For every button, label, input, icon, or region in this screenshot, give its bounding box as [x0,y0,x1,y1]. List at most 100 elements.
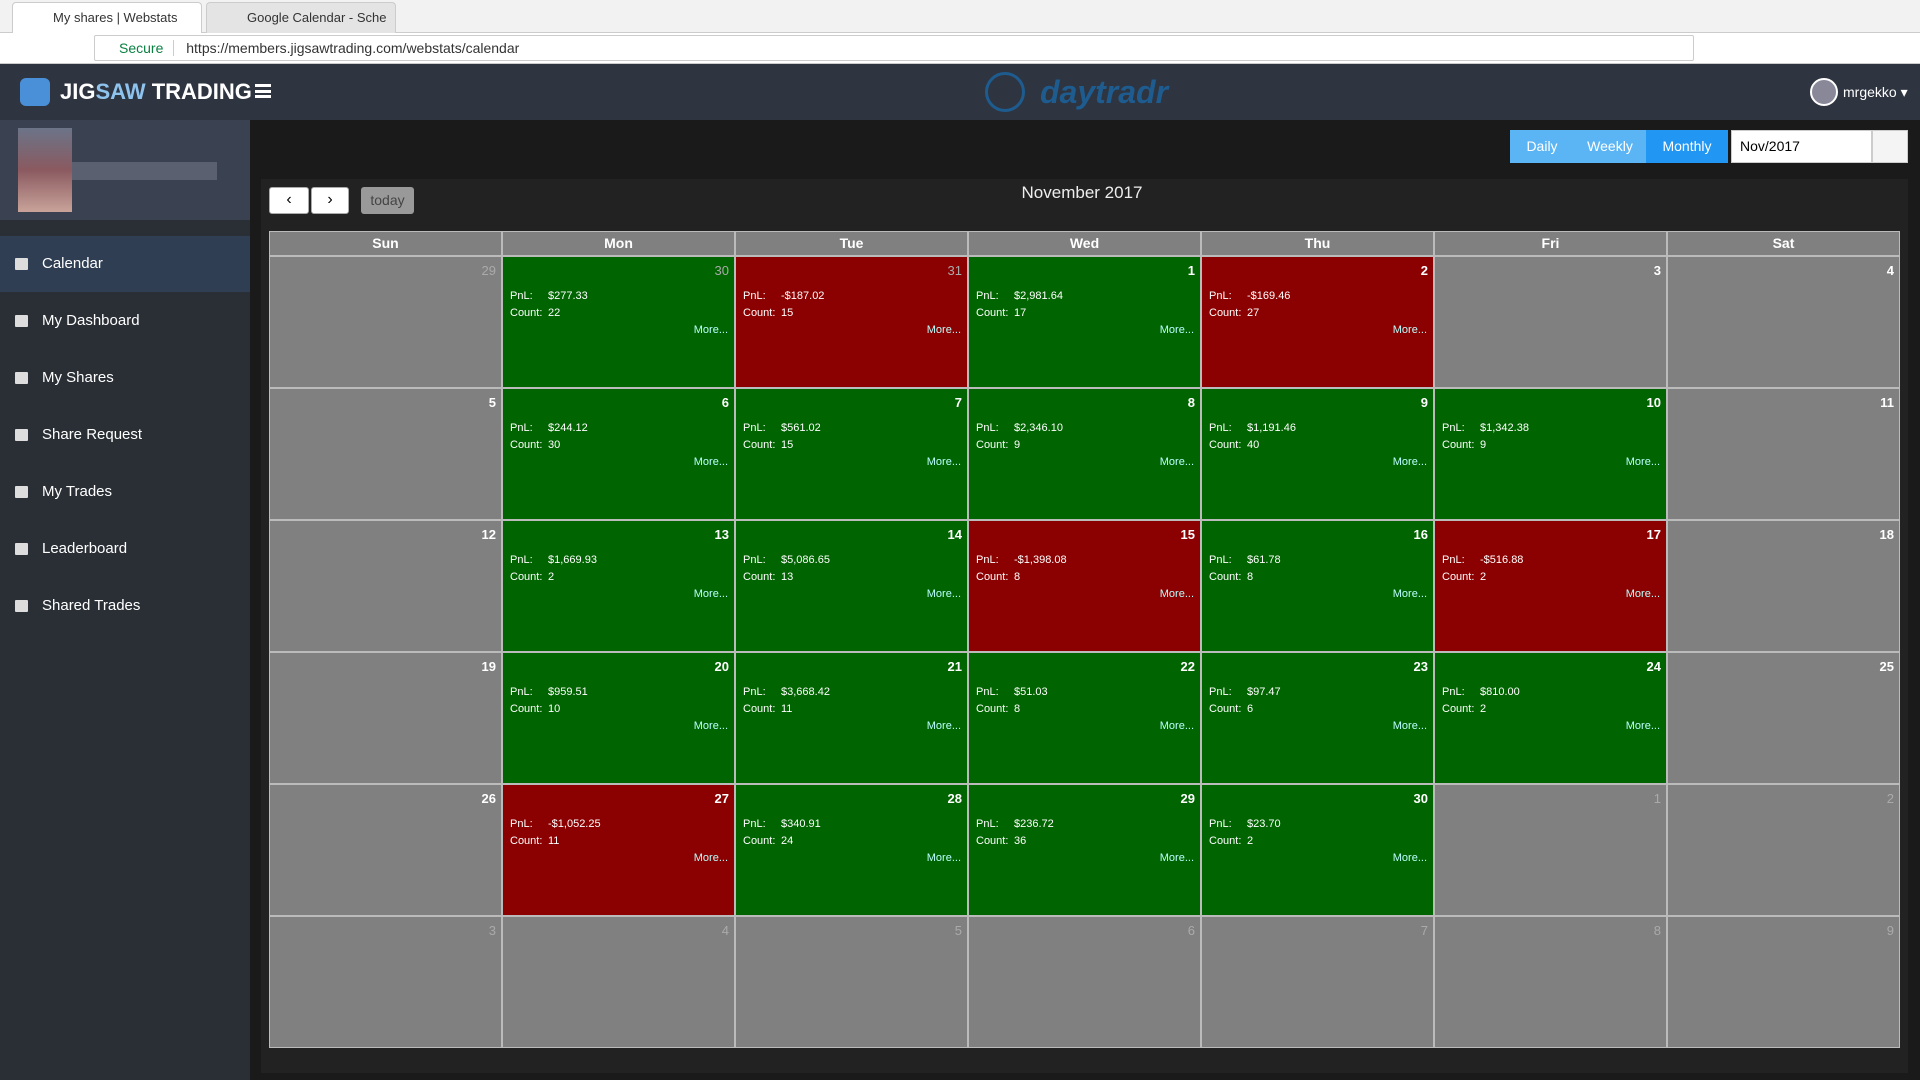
day-number: 5 [488,395,496,410]
more-link[interactable]: More... [1159,588,1194,600]
tab-title: Google Calendar - Sche [247,10,387,25]
more-link[interactable]: More... [693,456,728,468]
view-button[interactable]: Monthly [1646,130,1728,163]
nav-item[interactable]: Leaderboard [0,521,250,577]
more-link[interactable]: More... [693,324,728,336]
day-cell[interactable]: 29 PnL: $236.72 Count: 36 More... [968,784,1201,916]
day-cell[interactable]: 17 PnL: -$516.88 Count: 2 More... [1434,520,1667,652]
day-cell[interactable]: 28 PnL: $340.91 Count: 24 More... [735,784,968,916]
nav-label: Calendar [42,255,103,272]
avatar [1810,78,1838,106]
prev-button[interactable]: ‹ [269,187,309,214]
secure-label: Secure [95,40,175,56]
profile-image [18,128,72,212]
more-link[interactable]: More... [1625,588,1660,600]
day-cell[interactable]: 21 PnL: $3,668.42 Count: 11 More... [735,652,968,784]
menu-toggle[interactable] [255,84,271,98]
more-link[interactable]: More... [693,720,728,732]
browser-tab[interactable]: My shares | Webstats [12,2,202,33]
more-link[interactable]: More... [1159,720,1194,732]
pnl-value: $1,669.93 [548,554,597,566]
day-number: 20 [714,659,729,674]
more-link[interactable]: More... [926,720,961,732]
nav-label: Leaderboard [42,540,128,557]
day-cell[interactable]: 13 PnL: $1,669.93 Count: 2 More... [502,520,735,652]
more-link[interactable]: More... [1392,588,1427,600]
day-number: 2 [1886,791,1894,806]
more-link[interactable]: More... [1392,852,1427,864]
day-cell[interactable]: 31 PnL: -$187.02 Count: 15 More... [735,256,968,388]
weekday-header: Sun [269,231,502,256]
day-cell: 18 [1667,520,1900,652]
nav-item[interactable]: My Trades [0,464,250,520]
day-cell[interactable]: 20 PnL: $959.51 Count: 10 More... [502,652,735,784]
more-link[interactable]: More... [926,456,961,468]
day-cell[interactable]: 6 PnL: $244.12 Count: 30 More... [502,388,735,520]
pnl-value: $236.72 [1014,818,1054,830]
nav-item[interactable]: Shared Trades [0,578,250,634]
day-cell[interactable]: 30 PnL: $23.70 Count: 2 More... [1201,784,1434,916]
browser-tab[interactable]: Google Calendar - Sche [206,2,396,33]
pnl-value: $5,086.65 [781,554,830,566]
view-button[interactable]: Daily [1510,130,1574,163]
day-cell[interactable]: 27 PnL: -$1,052.25 Count: 11 More... [502,784,735,916]
day-cell: 5 [269,388,502,520]
more-link[interactable]: More... [926,588,961,600]
count-label: Count: [510,835,543,847]
more-link[interactable]: More... [1392,456,1427,468]
day-cell[interactable]: 15 PnL: -$1,398.08 Count: 8 More... [968,520,1201,652]
pnl-label: PnL: [510,818,533,830]
date-input[interactable]: Nov/2017 [1731,130,1872,163]
day-cell[interactable]: 22 PnL: $51.03 Count: 8 More... [968,652,1201,784]
day-number: 7 [1420,923,1428,938]
nav-item[interactable]: Share Request [0,407,250,463]
more-link[interactable]: More... [693,588,728,600]
day-cell: 4 [502,916,735,1048]
view-button[interactable]: Weekly [1574,130,1646,163]
more-link[interactable]: More... [1159,456,1194,468]
user-menu[interactable]: mrgekko ▾ [1843,84,1908,100]
day-cell[interactable]: 16 PnL: $61.78 Count: 8 More... [1201,520,1434,652]
pnl-value: -$1,398.08 [1014,554,1067,566]
day-cell[interactable]: 8 PnL: $2,346.10 Count: 9 More... [968,388,1201,520]
more-link[interactable]: More... [926,852,961,864]
nav-item[interactable]: My Dashboard [0,293,250,349]
day-cell[interactable]: 14 PnL: $5,086.65 Count: 13 More... [735,520,968,652]
count-label: Count: [1209,307,1242,319]
weekday-header: Mon [502,231,735,256]
nav-icon [15,315,28,327]
nav-item[interactable]: My Shares [0,350,250,406]
day-cell[interactable]: 30 PnL: $277.33 Count: 22 More... [502,256,735,388]
more-link[interactable]: More... [1159,324,1194,336]
day-cell[interactable]: 9 PnL: $1,191.46 Count: 40 More... [1201,388,1434,520]
nav-item[interactable]: Calendar [0,236,250,292]
next-button[interactable]: › [311,187,349,214]
more-link[interactable]: More... [1392,720,1427,732]
pnl-value: $2,346.10 [1014,422,1063,434]
count-label: Count: [976,307,1009,319]
more-link[interactable]: More... [926,324,961,336]
omnibox[interactable]: Secure https://members.jigsawtrading.com… [94,35,1694,61]
day-cell[interactable]: 10 PnL: $1,342.38 Count: 9 More... [1434,388,1667,520]
address-bar: Secure https://members.jigsawtrading.com… [0,33,1920,64]
day-cell[interactable]: 24 PnL: $810.00 Count: 2 More... [1434,652,1667,784]
day-number: 15 [1180,527,1195,542]
day-cell[interactable]: 2 PnL: -$169.46 Count: 27 More... [1201,256,1434,388]
pnl-label: PnL: [743,290,766,302]
brand[interactable]: JIGSAW TRADING [60,78,252,106]
day-cell[interactable]: 23 PnL: $97.47 Count: 6 More... [1201,652,1434,784]
date-picker-button[interactable] [1872,130,1908,163]
pnl-value: $244.12 [548,422,588,434]
day-cell: 26 [269,784,502,916]
more-link[interactable]: More... [1625,720,1660,732]
day-cell[interactable]: 7 PnL: $561.02 Count: 15 More... [735,388,968,520]
day-cell[interactable]: 1 PnL: $2,981.64 Count: 17 More... [968,256,1201,388]
more-link[interactable]: More... [693,852,728,864]
more-link[interactable]: More... [1159,852,1194,864]
today-button[interactable]: today [361,187,414,214]
more-link[interactable]: More... [1392,324,1427,336]
count-label: Count: [1442,439,1475,451]
count-label: Count: [510,307,543,319]
more-link[interactable]: More... [1625,456,1660,468]
